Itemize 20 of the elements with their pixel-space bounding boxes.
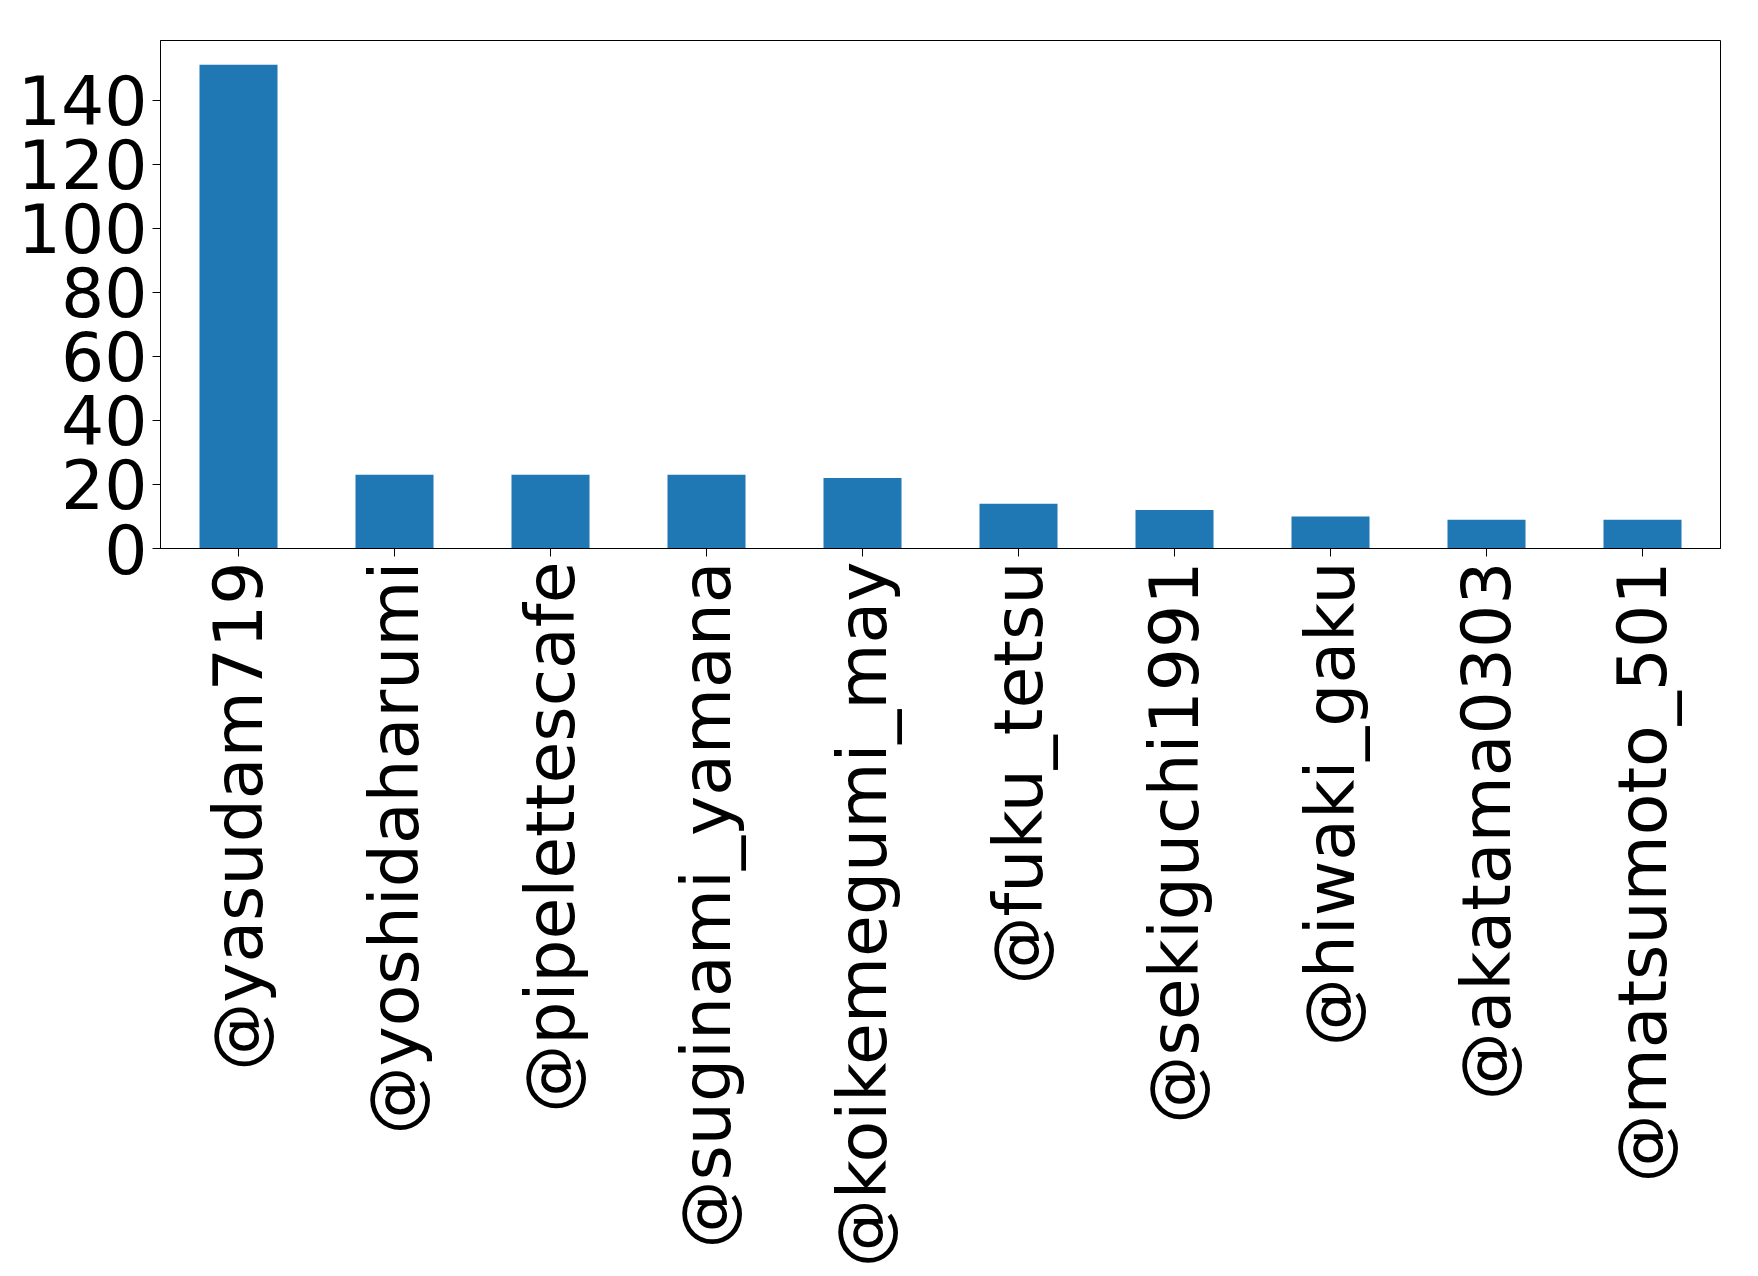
bar xyxy=(355,474,434,549)
x-tick-label: @hiwaki_gaku xyxy=(1291,561,1370,1047)
bar xyxy=(1603,519,1682,549)
x-tick-label: @yasudam719 xyxy=(199,561,278,1071)
bar xyxy=(1135,510,1214,549)
x-tick-label: @fuku_tetsu xyxy=(979,561,1058,985)
bar xyxy=(1447,519,1526,549)
x-tick-label: @koikemegumi_may xyxy=(823,561,902,1268)
x-tick-label: @yoshidaharumi xyxy=(355,561,434,1135)
bar xyxy=(511,474,590,549)
bar xyxy=(1291,516,1370,549)
bar xyxy=(667,474,746,549)
x-tick-label: @akatama0303 xyxy=(1447,561,1526,1101)
x-tick-label: @sekiguchi1991 xyxy=(1135,561,1214,1124)
bar xyxy=(199,64,278,549)
x-tick-label: @matsumoto_501 xyxy=(1603,561,1682,1183)
bar xyxy=(823,478,902,549)
x-tick-label: @suginami_yamana xyxy=(667,561,746,1249)
bar xyxy=(979,503,1058,549)
x-tick-label: @pipelettescafe xyxy=(511,561,590,1113)
